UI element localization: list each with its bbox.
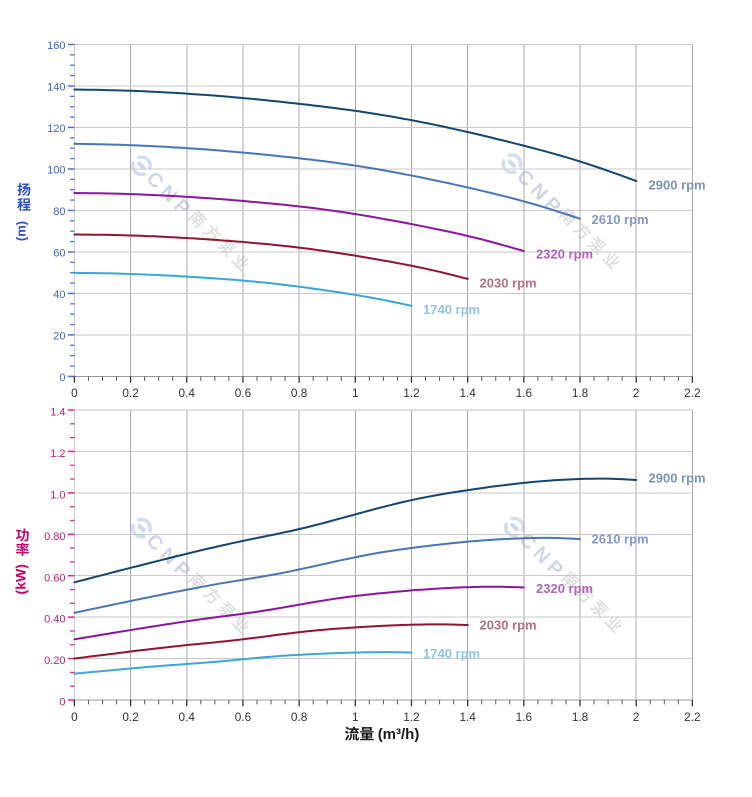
svg-text:1740 rpm: 1740 rpm xyxy=(423,302,480,317)
svg-text:80: 80 xyxy=(53,206,65,218)
svg-text:2320 rpm: 2320 rpm xyxy=(536,581,593,596)
svg-text:1: 1 xyxy=(352,710,359,724)
svg-text:1.2: 1.2 xyxy=(403,386,419,400)
svg-text:1.8: 1.8 xyxy=(572,710,589,724)
svg-text:2610 rpm: 2610 rpm xyxy=(592,532,649,547)
svg-text:0: 0 xyxy=(59,697,65,709)
svg-text:2610 rpm: 2610 rpm xyxy=(592,212,649,227)
svg-text:60: 60 xyxy=(53,248,65,260)
svg-text:2.2: 2.2 xyxy=(684,710,700,724)
svg-text:0.4: 0.4 xyxy=(179,710,196,724)
svg-text:0.2: 0.2 xyxy=(122,386,138,400)
svg-text:1: 1 xyxy=(352,386,359,400)
svg-text:140: 140 xyxy=(47,82,65,94)
svg-text:(kW): (kW) xyxy=(13,564,29,594)
svg-text:0.8: 0.8 xyxy=(291,386,308,400)
svg-text:1.4: 1.4 xyxy=(459,386,476,400)
svg-text:2: 2 xyxy=(633,710,640,724)
svg-text:2320 rpm: 2320 rpm xyxy=(536,247,593,262)
svg-text:1.2: 1.2 xyxy=(50,448,65,460)
svg-text:2: 2 xyxy=(633,386,640,400)
svg-text:2030 rpm: 2030 rpm xyxy=(480,618,537,633)
svg-text:1.6: 1.6 xyxy=(516,710,533,724)
svg-text:0.6: 0.6 xyxy=(235,710,252,724)
svg-text:1740 rpm: 1740 rpm xyxy=(423,646,480,661)
svg-text:0.60: 0.60 xyxy=(44,572,65,584)
svg-text:0: 0 xyxy=(71,386,78,400)
svg-text:120: 120 xyxy=(47,123,65,135)
svg-text:0: 0 xyxy=(71,710,78,724)
svg-text:100: 100 xyxy=(47,165,65,177)
svg-text:40: 40 xyxy=(53,289,65,301)
svg-text:2030 rpm: 2030 rpm xyxy=(480,276,537,291)
svg-text:1.0: 1.0 xyxy=(50,489,65,501)
svg-text:1.6: 1.6 xyxy=(516,386,533,400)
svg-text:(m): (m) xyxy=(14,221,29,241)
svg-text:0.40: 0.40 xyxy=(44,614,65,626)
svg-text:(m³/h): (m³/h) xyxy=(378,726,420,743)
svg-text:2900 rpm: 2900 rpm xyxy=(649,471,706,486)
svg-text:1.4: 1.4 xyxy=(459,710,476,724)
svg-text:0.80: 0.80 xyxy=(44,531,65,543)
svg-text:0.20: 0.20 xyxy=(44,655,65,667)
svg-text:2900 rpm: 2900 rpm xyxy=(649,178,706,193)
svg-text:160: 160 xyxy=(47,40,65,52)
svg-text:0.4: 0.4 xyxy=(179,386,196,400)
svg-text:0: 0 xyxy=(59,372,65,384)
svg-text:2.2: 2.2 xyxy=(684,386,700,400)
svg-text:1.4: 1.4 xyxy=(50,407,65,419)
svg-text:1.8: 1.8 xyxy=(572,386,589,400)
svg-text:0.2: 0.2 xyxy=(122,710,138,724)
svg-text:1.2: 1.2 xyxy=(403,710,419,724)
svg-text:0.8: 0.8 xyxy=(291,710,308,724)
svg-text:20: 20 xyxy=(53,331,65,343)
svg-text:0.6: 0.6 xyxy=(235,386,252,400)
